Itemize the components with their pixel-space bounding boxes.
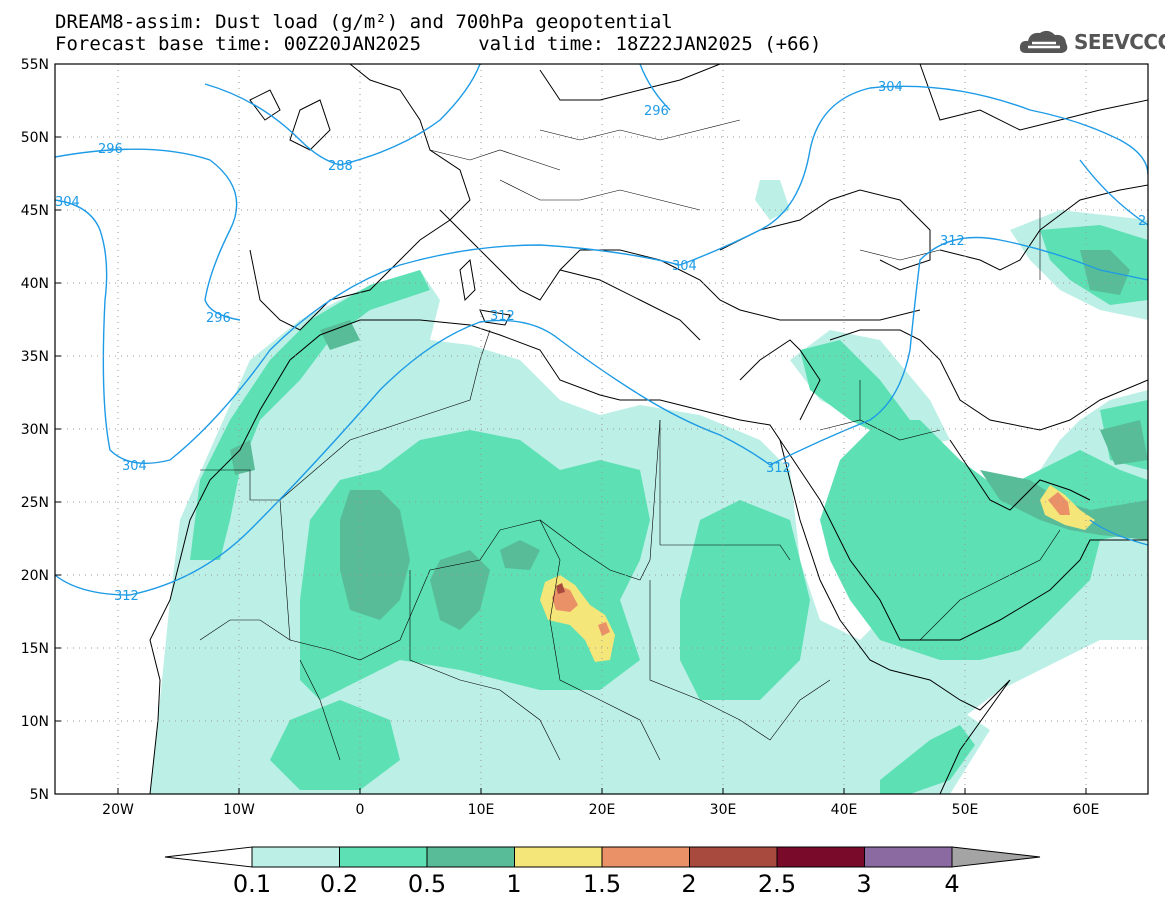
lon-label: 0 [356,802,365,818]
contour-label: 312 [490,309,515,324]
colorbar-label: 0.2 [319,870,359,898]
colorbar-label: 3 [856,870,872,898]
lat-label: 55N [21,57,49,73]
colorbar-label: 2.5 [757,870,797,898]
colorbar-boxes [251,846,953,868]
forecast-times: Forecast base time: 00Z20JAN2025 valid t… [55,33,822,55]
colorbar-label: 0.5 [407,870,447,898]
colorbar-box [601,846,690,868]
lat-label: 45N [21,203,49,219]
lat-label: 50N [21,130,49,146]
lat-label: 15N [21,641,49,657]
colorbar-box [251,846,340,868]
lon-label: 30E [710,802,737,818]
coastlines [149,64,1148,794]
lat-label: 10N [21,714,49,730]
colorbar-box [514,846,603,868]
contour-label: 296 [206,311,231,326]
dust-shade-brown [556,583,565,594]
colorbar-label: 1 [506,870,522,898]
contour-label: 312 [114,589,139,604]
cloud-icon [1019,30,1068,53]
colorbar-upper-triangle [951,846,1041,868]
lon-label: 40E [831,802,858,818]
lat-label: 40N [21,276,49,292]
gridlines [55,64,1148,794]
contour-labels: 296 288 296 304 296 304 312 304 312 312 … [55,80,1146,604]
lat-label: 5N [30,787,49,803]
logo-text: SEEVCCC [1074,30,1165,54]
contour-label: 312 [940,234,965,249]
lon-label: 20E [589,802,616,818]
seevccc-logo: SEEVCCC [1018,27,1165,57]
lat-label: 30N [21,422,49,438]
lat-label: 20N [21,568,49,584]
geopotential-contours [55,64,1148,596]
contour-label: 304 [122,459,147,474]
contour-label: 304 [878,80,903,95]
colorbar-lower-triangle [164,846,253,868]
contour-label: 296 [644,104,669,119]
map-title: DREAM8-assim: Dust load (g/m²) and 700hP… [55,11,673,33]
colorbar-box [426,846,515,868]
borders [199,119,1061,761]
colorbar-box [339,846,428,868]
contour-label: 296 [98,142,123,157]
colorbar-label: 1.5 [582,870,622,898]
contour-label: 312 [766,461,791,476]
axis-ticks [55,136,1087,794]
lon-label: 20W [102,802,134,818]
contour-label: 304 [55,195,80,210]
colorbar-box [689,846,778,868]
colorbar-box [864,846,953,868]
contour-label: 288 [328,159,353,174]
colorbar-label: 4 [944,870,960,898]
lon-label: 50E [952,802,979,818]
colorbar-label: 2 [681,870,697,898]
lat-label: 25N [21,495,49,511]
colorbar-label: 0.1 [232,870,272,898]
lon-label: 10W [223,802,255,818]
latitude-labels: 55N 50N 45N 40N 35N 30N 25N 20N 15N 10N … [21,57,49,803]
lat-label: 35N [21,349,49,365]
colorbar [164,846,1041,868]
lon-label: 60E [1073,802,1100,818]
longitude-labels: 20W 10W 0 10E 20E 30E 40E 50E 60E [102,802,1099,818]
lon-label: 10E [468,802,495,818]
contour-label: 2 [1138,214,1146,229]
colorbar-box [776,846,865,868]
contour-label: 304 [672,259,697,274]
